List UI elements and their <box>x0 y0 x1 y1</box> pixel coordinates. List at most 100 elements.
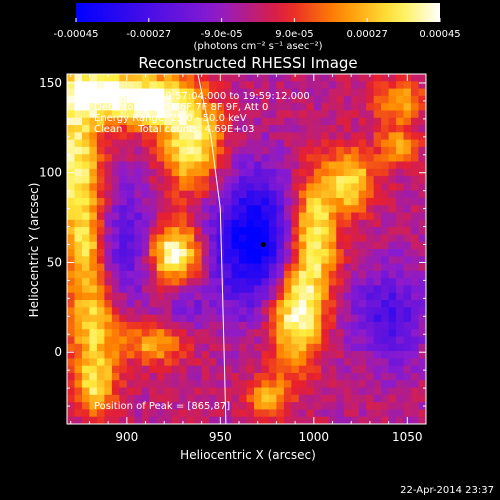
heatmap-cell <box>104 278 113 286</box>
heatmap-cell <box>403 336 412 345</box>
heatmap-cell <box>411 103 419 111</box>
heatmap-cell <box>194 372 203 381</box>
heatmap-cell <box>216 278 225 286</box>
heatmap-cell <box>328 212 337 221</box>
heatmap-cell <box>411 402 419 410</box>
heatmap-cell <box>253 351 262 359</box>
heatmap-cell <box>149 314 158 323</box>
heatmap-cell <box>179 416 188 424</box>
heatmap-cell <box>396 314 404 323</box>
heatmap-cell <box>224 110 232 119</box>
heatmap-cell <box>164 365 173 374</box>
heatmap-cell <box>164 110 173 119</box>
heatmap-cell <box>373 125 382 133</box>
heatmap-cell <box>246 154 255 162</box>
heatmap-cell <box>313 394 322 403</box>
heatmap-cell <box>298 197 307 206</box>
heatmap-cell <box>74 358 83 367</box>
heatmap-cell <box>306 132 315 141</box>
heatmap-cell <box>403 329 412 337</box>
heatmap-cell <box>111 365 120 374</box>
heatmap-cell <box>358 256 367 264</box>
heatmap-cell <box>119 307 128 316</box>
heatmap-cell <box>373 154 382 162</box>
heatmap-cell <box>67 416 75 424</box>
heatmap-cell <box>373 212 382 221</box>
heatmap-cell <box>336 205 345 213</box>
heatmap-cell <box>216 394 225 403</box>
heatmap-cell <box>388 263 397 272</box>
heatmap-cell <box>156 314 165 323</box>
heatmap-cell <box>343 197 352 206</box>
heatmap-cell <box>201 219 210 228</box>
heatmap-cell <box>104 234 113 243</box>
heatmap-cell <box>306 365 315 374</box>
heatmap-cell <box>411 249 419 257</box>
heatmap-cell <box>381 256 390 264</box>
heatmap-cell <box>239 351 247 359</box>
heatmap-cell <box>216 307 225 316</box>
heatmap-cell <box>231 88 240 97</box>
heatmap-cell <box>96 190 105 199</box>
heatmap-cell <box>328 183 337 192</box>
heatmap-cell <box>171 139 180 148</box>
heatmap-cell <box>291 227 300 235</box>
heatmap-cell <box>261 300 270 308</box>
heatmap-cell <box>396 227 404 235</box>
heatmap-cell <box>291 365 300 374</box>
heatmap-cell <box>171 110 180 119</box>
heatmap-cell <box>351 329 360 337</box>
heatmap-cell <box>179 183 188 192</box>
heatmap-cell <box>283 409 292 418</box>
heatmap-cell <box>141 74 150 82</box>
heatmap-cell <box>411 336 419 345</box>
heatmap-cell <box>141 300 150 308</box>
heatmap-cell <box>224 292 232 301</box>
heatmap-cell <box>253 321 262 330</box>
heatmap-cell <box>351 176 360 184</box>
heatmap-cell <box>89 256 98 264</box>
heatmap-cell <box>156 292 165 301</box>
heatmap-cell <box>231 103 240 111</box>
heatmap-cell <box>306 183 315 192</box>
heatmap-cell <box>246 95 255 104</box>
heatmap-cell <box>268 416 277 424</box>
heatmap-cell <box>96 307 105 316</box>
heatmap-cell <box>396 110 404 119</box>
heatmap-cell <box>321 74 330 82</box>
heatmap-cell <box>291 154 300 162</box>
heatmap-cell <box>141 95 150 104</box>
heatmap-cell <box>119 139 128 148</box>
heatmap-cell <box>104 263 113 272</box>
heatmap-cell <box>194 117 203 126</box>
x-tick-label: 1000 <box>299 430 330 444</box>
heatmap-cell <box>268 139 277 148</box>
heatmap-cell <box>201 176 210 184</box>
heatmap-cell <box>358 146 367 155</box>
heatmap-cell <box>231 256 240 264</box>
heatmap-cell <box>239 110 247 119</box>
heatmap-cell <box>403 402 412 410</box>
heatmap-cell <box>261 88 270 97</box>
heatmap-cell <box>291 74 300 82</box>
heatmap-cell <box>156 278 165 286</box>
heatmap-cell <box>283 278 292 286</box>
heatmap-cell <box>74 219 83 228</box>
heatmap-cell <box>411 227 419 235</box>
heatmap-cell <box>351 256 360 264</box>
heatmap-cell <box>89 249 98 257</box>
heatmap-cell <box>194 249 203 257</box>
heatmap-cell <box>283 176 292 184</box>
heatmap-cell <box>74 372 83 381</box>
heatmap-cell <box>351 161 360 170</box>
heatmap-cell <box>119 161 128 170</box>
heatmap-cell <box>179 343 188 352</box>
heatmap-cell <box>336 88 345 97</box>
heatmap-cell <box>209 241 217 250</box>
heatmap-cell <box>74 300 83 308</box>
heatmap-cell <box>283 154 292 162</box>
heatmap-cell <box>373 394 382 403</box>
heatmap-cell <box>261 234 270 243</box>
heatmap-cell <box>253 197 262 206</box>
heatmap-cell <box>81 336 90 345</box>
